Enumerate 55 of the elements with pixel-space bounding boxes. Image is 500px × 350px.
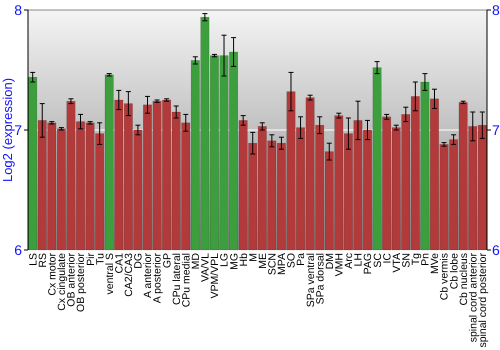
x-tick-label: MD [190, 252, 202, 270]
x-tick-label: Pn [420, 252, 432, 266]
x-tick-label: Hb [238, 252, 250, 266]
x-tick-label: MG [228, 253, 240, 270]
x-tick-label: Cb lobe [448, 252, 460, 290]
y2-tick-label: 8 [492, 2, 500, 18]
x-tick-label: Pir [84, 252, 97, 266]
x-tick-label: Cx motor [46, 252, 58, 296]
x-tick-label: OB posterior [75, 252, 88, 312]
x-tick-label: Arc [343, 253, 356, 269]
x-tick-label: CA2/CA3 [123, 252, 136, 297]
y2-tick-label: 7 [492, 122, 500, 138]
x-tick-label: spinal cord anterior [467, 252, 480, 342]
x-tick-label: Cx cingulate [56, 252, 68, 311]
x-tick-label: GP [161, 253, 174, 268]
x-tick-label: DM [324, 253, 336, 270]
x-tick-label: Tu [94, 252, 106, 265]
y2-tick-label: 6 [492, 242, 500, 258]
x-tick-label: PAG [362, 253, 374, 274]
x-tick-label: CA1 [113, 252, 126, 274]
x-tick-label: VPM/VPL [209, 252, 222, 299]
x-tick-label: SPa dorsal [314, 253, 326, 304]
x-tick-label: Cb vermis [438, 253, 451, 300]
x-tick-label: A anterior [142, 252, 154, 298]
y-tick-label: 7 [14, 122, 22, 138]
x-tick-label: RS [36, 253, 49, 268]
x-tick-label: LG [218, 253, 231, 268]
x-tick-label: MPA [276, 253, 288, 275]
x-tick-label: SPa ventral [304, 253, 317, 308]
x-tick-label: LS [27, 253, 40, 266]
x-tick-label: SC [372, 252, 384, 268]
x-tick-label: SO [286, 253, 298, 268]
x-tick-label: ventral S [104, 253, 116, 294]
x-tick-label: VMH [333, 253, 346, 276]
x-tick-label: IC [381, 252, 394, 264]
x-tick-label: SCN [266, 253, 279, 276]
x-tick-label: SN [400, 253, 412, 268]
x-tick-label: CPu lateral [170, 253, 183, 305]
x-tick-label: A posterior [152, 252, 164, 304]
x-tick-label: Cb nucleus [458, 253, 470, 306]
x-tick-label: ME [256, 253, 269, 269]
x-tick-label: Pa [295, 252, 308, 266]
x-tick-label: Tg [410, 252, 422, 266]
x-tick-label: DG [132, 253, 145, 269]
x-tick-label: OB anterior [66, 252, 78, 307]
y-axis-title: Log2 (expression) [0, 78, 15, 182]
x-tick-label: VA/VL [200, 252, 212, 282]
x-tick-label: MVe [429, 252, 442, 274]
x-tick-label: VTA [390, 253, 403, 273]
y-tick-label: 8 [14, 2, 22, 18]
x-tick-label: CPu medial [180, 253, 192, 308]
x-tick-label: spinal cord posterior [476, 252, 489, 348]
x-tick-label: M [247, 253, 260, 262]
y-tick-label: 6 [14, 242, 22, 258]
x-tick-label: LH [352, 253, 365, 266]
